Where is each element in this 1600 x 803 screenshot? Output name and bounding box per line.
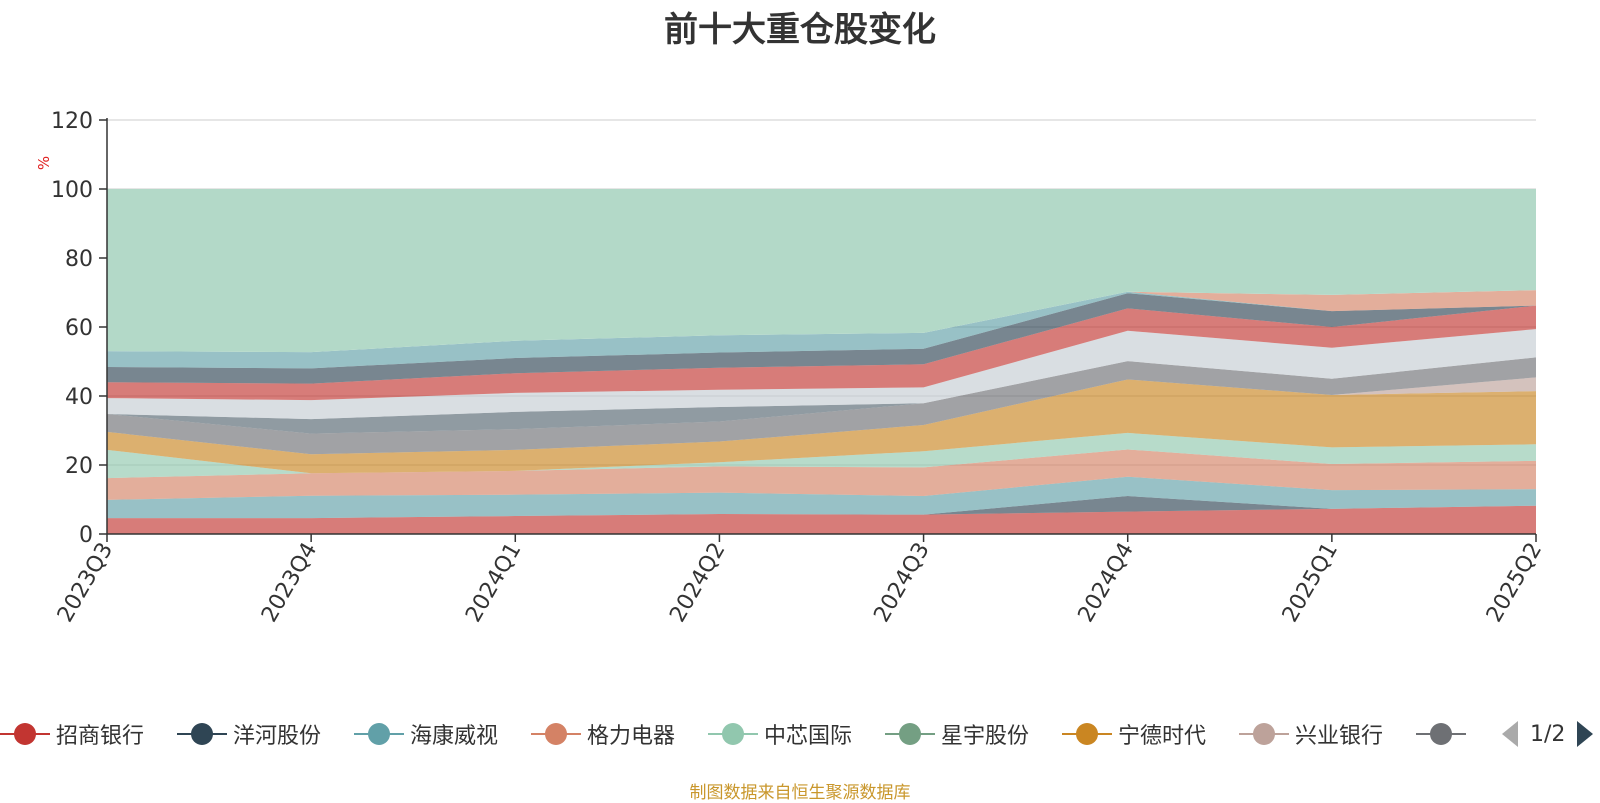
legend-symbol-dot: [191, 723, 213, 745]
legend-symbol-icon: [1239, 723, 1289, 745]
legend-symbol-icon: [0, 723, 50, 745]
series-area-6: [107, 379, 1536, 474]
legend-item[interactable]: 招商银行: [0, 716, 144, 752]
series-area-13: [107, 291, 1536, 369]
prev-page-icon[interactable]: [1500, 719, 1522, 749]
legend-symbol-dot: [899, 723, 921, 745]
legend-symbol-icon: [1416, 723, 1466, 745]
legend-symbol-dot: [368, 723, 390, 745]
series-area-14: [107, 290, 1536, 353]
series-area-4: [107, 432, 1536, 479]
x-tick-label: 2024Q2: [665, 539, 730, 627]
y-tick-label: 60: [65, 316, 93, 341]
legend-label: 兴业银行: [1295, 724, 1384, 749]
next-page-icon[interactable]: [1573, 719, 1595, 749]
legend-symbol-dot: [1430, 723, 1452, 745]
source-note: 制图数据来自恒生聚源数据库: [689, 783, 911, 803]
legend-item[interactable]: 中芯国际: [708, 716, 852, 752]
series-area-2: [107, 476, 1536, 519]
legend-item[interactable]: 格力电器: [531, 716, 675, 752]
legend-item[interactable]: 兴业银行: [1239, 716, 1383, 752]
x-tick-label: 2025Q2: [1482, 539, 1547, 627]
legend: 招商银行 洋河股份 海康威视 格力电器 中芯国际 星宇股份 宁德时代 兴业银行: [0, 716, 1480, 752]
remainder-area: [107, 189, 1536, 353]
series-area-12: [107, 293, 1536, 384]
x-tick-label: 2025Q1: [1278, 539, 1343, 627]
x-tick-label: 2024Q3: [869, 539, 934, 627]
series-area-10: [107, 329, 1536, 420]
legend-symbol-dot: [14, 723, 36, 745]
legend-item[interactable]: 海康威视: [354, 716, 498, 752]
legend-label: 洋河股份: [233, 724, 322, 749]
legend-item[interactable]: 宁德时代: [1062, 716, 1206, 752]
x-tick-label: 2024Q4: [1074, 539, 1139, 627]
legend-symbol-dot: [545, 723, 567, 745]
legend-symbol-dot: [1076, 723, 1098, 745]
legend-symbol-dot: [1253, 723, 1275, 745]
legend-symbol-icon: [1062, 723, 1112, 745]
legend-symbol-icon: [177, 723, 227, 745]
y-tick-label: 120: [51, 109, 93, 134]
area-layer: [107, 189, 1536, 534]
series-area-11: [107, 305, 1536, 401]
y-tick-label: 80: [65, 247, 93, 272]
legend-label: 格力电器: [587, 724, 676, 749]
legend-item[interactable]: 星宇股份: [885, 716, 1029, 752]
series-area-0: [107, 505, 1536, 534]
series-area-3: [107, 449, 1536, 500]
legend-symbol-icon: [708, 723, 758, 745]
legend-symbol-icon: [885, 723, 935, 745]
legend-page-indicator: 1/2: [1530, 721, 1566, 747]
y-tick-label: 40: [65, 385, 93, 410]
y-axis-unit: %: [35, 156, 53, 170]
legend-label: 海康威视: [410, 724, 499, 749]
legend-symbol-icon: [531, 723, 581, 745]
series-area-9: [107, 357, 1536, 434]
legend-label: 星宇股份: [941, 724, 1030, 749]
legend-label: 中芯国际: [764, 724, 853, 749]
legend-label: 宁德时代: [1118, 724, 1207, 749]
chart-title: 前十大重仓股变化: [664, 10, 936, 50]
legend-item[interactable]: 洋河股份: [177, 716, 321, 752]
legend-symbol-dot: [722, 723, 744, 745]
x-tick-label: 2024Q1: [461, 539, 526, 627]
legend-symbol-icon: [354, 723, 404, 745]
y-tick-label: 20: [65, 454, 93, 479]
y-tick-label: 100: [51, 178, 93, 203]
x-tick-label: 2023Q3: [53, 539, 118, 627]
legend-pager: 1/2: [1500, 716, 1595, 752]
x-tick-label: 2023Q4: [257, 539, 322, 627]
series-area-8: [107, 357, 1536, 455]
series-area-1: [107, 496, 1536, 519]
legend-item-partial[interactable]: [1416, 716, 1466, 752]
y-tick-label: 0: [79, 523, 93, 548]
legend-label: 招商银行: [56, 724, 145, 749]
